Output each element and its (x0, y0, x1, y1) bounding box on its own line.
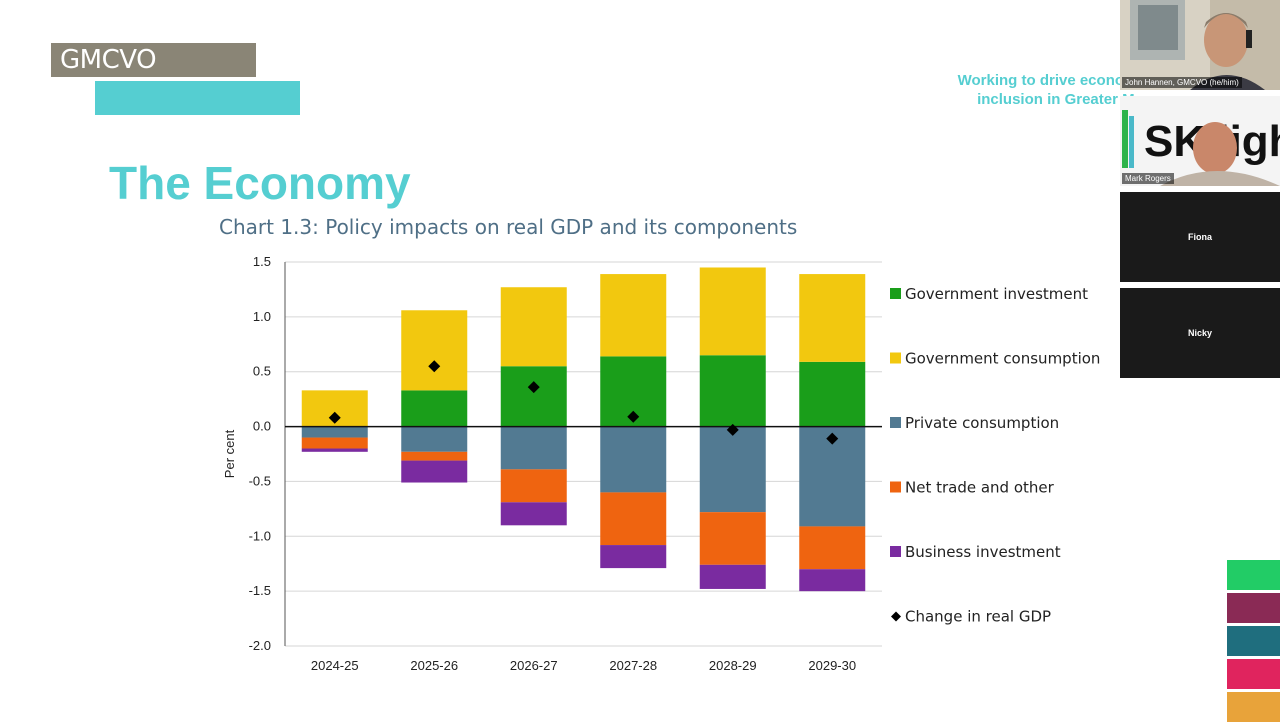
participant-tile-mark[interactable]: SK light Mark Rogers (1120, 96, 1280, 186)
participant-video-john (1120, 0, 1280, 90)
gdp-marker (726, 423, 739, 436)
bar-segment-net_trade (301, 437, 368, 449)
y-tick-label: 1.5 (253, 254, 271, 269)
bar-segment-net_trade (401, 451, 468, 461)
x-tick-label: 2024-25 (311, 658, 359, 673)
x-tick-label: 2026-27 (510, 658, 558, 673)
bar-segment-private_consumption (500, 426, 567, 470)
chart-bars (301, 267, 866, 592)
participant-tile-fiona[interactable]: Fiona (1120, 192, 1280, 282)
x-tick-label: 2028-29 (709, 658, 757, 673)
bar-segment-gov_consumption (500, 287, 567, 367)
bar-segment-private_consumption (401, 426, 468, 452)
bar-segment-business_investment (500, 502, 567, 526)
bar-segment-business_investment (600, 545, 667, 569)
gdp-marker (826, 432, 839, 445)
bar-segment-net_trade (699, 512, 766, 565)
chart-gdp-markers (328, 360, 839, 445)
y-tick-label: -2.0 (249, 638, 271, 653)
legend-label-gov_investment: Government investment (905, 285, 1088, 303)
chart-legend: Government investment Government consumpt… (890, 285, 1100, 626)
participant-tile-john[interactable]: John Hannen, GMCVO (he/him) (1120, 0, 1280, 90)
tagline-line-2: inclusion in Greater Ma (977, 91, 1143, 108)
chart-grid (285, 261, 882, 647)
bar-segment-net_trade (799, 526, 866, 570)
gdp-marker (328, 411, 341, 424)
bar-segment-business_investment (699, 564, 766, 589)
slide-title: The Economy (109, 157, 411, 209)
legend-label-private_consumption: Private consumption (905, 414, 1059, 432)
participant-name-mark: Mark Rogers (1122, 173, 1174, 184)
gdp-chart: 1.5 1.0 0.5 0.0 -0.5 -1.0 -1.5 -2.0 Per cent 2024… (222, 254, 1100, 673)
y-axis-label: Per cent (222, 429, 237, 478)
bar-segment-private_consumption (699, 426, 766, 513)
decor-square-amber (1227, 692, 1280, 722)
legend-label-business_investment: Business investment (905, 543, 1061, 561)
bar-segment-gov_consumption (699, 267, 766, 356)
legend-swatch-business_investment (890, 546, 901, 557)
x-tick-label: 2027-28 (609, 658, 657, 673)
bar-segment-business_investment (799, 569, 866, 592)
y-tick-label: 0.0 (253, 419, 271, 434)
participant-tile-nicky[interactable]: Nicky (1120, 288, 1280, 378)
bar-segment-gov_investment (699, 355, 766, 427)
bar-segment-gov_investment (401, 390, 468, 427)
bar-segment-private_consumption (301, 426, 368, 438)
decor-square-plum (1227, 593, 1280, 623)
legend-swatch-net_trade (890, 481, 901, 493)
gmcvo-logo: GMCVO (51, 43, 256, 77)
participant-name-john: John Hannen, GMCVO (he/him) (1122, 77, 1242, 88)
gdp-marker (428, 360, 441, 373)
participant-video-mark: SK light (1120, 96, 1280, 186)
bar-segment-net_trade (600, 492, 667, 546)
y-tick-label: 0.5 (253, 364, 271, 379)
logo-accent-bar (95, 81, 300, 115)
y-tick-label: 1.0 (253, 309, 271, 324)
legend-label-gdp: Change in real GDP (905, 608, 1051, 626)
tagline-line-1: Working to drive economic a (957, 72, 1163, 89)
legend-swatch-private_consumption (890, 417, 901, 428)
legend-swatch-gov_investment (890, 288, 901, 299)
bar-segment-gov_investment (799, 361, 866, 427)
chart-title: Chart 1.3: Policy impacts on real GDP an… (219, 215, 798, 239)
x-tick-label: 2025-26 (410, 658, 458, 673)
legend-label-gov_consumption: Government consumption (905, 350, 1100, 368)
bar-segment-business_investment (301, 448, 368, 452)
slide-tagline: Working to drive economic a inclusion in… (860, 71, 1260, 109)
legend-swatch-gdp (891, 611, 901, 622)
bar-segment-gov_investment (500, 366, 567, 427)
participant-name-nicky: Nicky (1187, 328, 1213, 338)
bar-segment-net_trade (500, 469, 567, 503)
legend-swatch-gov_consumption (890, 352, 901, 364)
decor-square-teal (1227, 626, 1280, 656)
y-tick-label: -1.0 (249, 528, 271, 543)
y-tick-label: -1.5 (249, 583, 271, 598)
participant-name-fiona: Fiona (1188, 232, 1212, 242)
bar-segment-gov_consumption (600, 274, 667, 357)
chart-axes: 1.5 1.0 0.5 0.0 -0.5 -1.0 -1.5 -2.0 Per cent 2024… (222, 254, 882, 673)
gdp-marker (627, 410, 640, 423)
bar-segment-private_consumption (600, 426, 667, 493)
gdp-marker (527, 381, 540, 394)
bar-segment-business_investment (401, 460, 468, 483)
y-tick-label: -0.5 (249, 473, 271, 488)
bar-segment-gov_consumption (799, 274, 866, 362)
bar-segment-gov_consumption (401, 310, 468, 391)
decor-square-pink (1227, 659, 1280, 689)
decor-square-green (1227, 560, 1280, 590)
legend-label-net_trade: Net trade and other (905, 479, 1055, 497)
x-tick-label: 2029-30 (808, 658, 856, 673)
